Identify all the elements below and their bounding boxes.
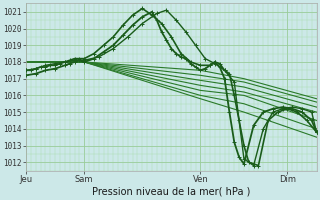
X-axis label: Pression niveau de la mer( hPa ): Pression niveau de la mer( hPa ) bbox=[92, 187, 251, 197]
